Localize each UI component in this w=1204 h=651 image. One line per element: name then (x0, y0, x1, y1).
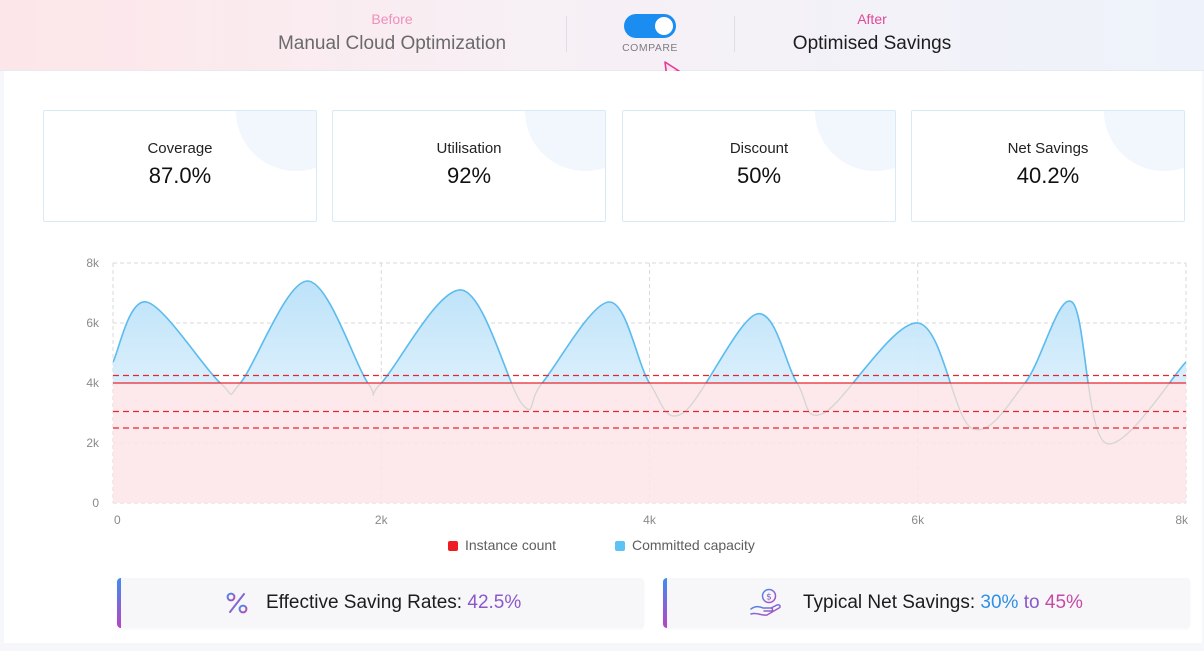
stat-value: 50% (736, 163, 782, 188)
after-mode-name: Optimised Savings (792, 33, 952, 54)
x-tick-label: 4k (643, 513, 657, 527)
stat-card-net-savings: Net Savings 40.2% (911, 110, 1185, 222)
effective-saving-rate-text: Effective Saving Rates: 42.5% (266, 578, 521, 628)
compare-toggle[interactable] (624, 14, 676, 38)
x-tick-label: 6k (911, 513, 925, 527)
card-accent-bar (663, 578, 667, 628)
typical-net-savings-card: $ Typical Net Savings: 30% to 45% (663, 578, 1190, 628)
y-tick-label: 0 (92, 496, 99, 510)
chart-areas (113, 281, 1186, 503)
typical-net-savings-text: Typical Net Savings: 30% to 45% (803, 578, 1083, 628)
committed-capacity-area (113, 281, 1186, 383)
chart-axis-labels: 8k 6k 4k 2k 0 0 2k 4k 6k 8k (86, 256, 1189, 527)
stat-label: Net Savings (1007, 140, 1089, 157)
x-tick-label: 2k (375, 513, 389, 527)
typical-net-savings-to: to (1023, 592, 1040, 613)
header-divider-right (734, 16, 735, 52)
legend-label: Instance count (465, 537, 557, 553)
header-divider-left (566, 16, 567, 52)
legend-item-committed-capacity[interactable]: Committed capacity (615, 537, 755, 553)
stat-value: 40.2% (1016, 163, 1080, 188)
compare-header: Before Manual Cloud Optimization COMPARE… (0, 0, 1204, 79)
effective-saving-value: 42.5% (467, 592, 522, 613)
y-tick-label: 6k (86, 316, 100, 330)
y-tick-label: 4k (86, 376, 100, 390)
stat-card-discount: Discount 50% (622, 110, 896, 222)
legend-swatch (448, 541, 458, 551)
legend-label: Committed capacity (632, 537, 755, 553)
effective-saving-label: Effective Saving Rates: (266, 592, 463, 613)
before-mode[interactable]: Before Manual Cloud Optimization (262, 10, 522, 58)
legend-swatch (615, 541, 625, 551)
after-tag: After (857, 11, 887, 27)
y-tick-label: 8k (86, 256, 100, 270)
percent-icon (226, 592, 248, 614)
legend-item-instance-count[interactable]: Instance count (448, 537, 556, 553)
effective-saving-rate-card: Effective Saving Rates: 42.5% (117, 578, 644, 628)
stat-label: Discount (729, 140, 789, 157)
committed-capacity-line (113, 280, 1186, 383)
stat-label: Utilisation (436, 140, 502, 157)
x-tick-label: 0 (114, 513, 121, 527)
svg-text:$: $ (766, 593, 772, 603)
hand-coin-icon: $ (750, 588, 781, 616)
stat-label: Coverage (147, 140, 213, 157)
stat-value: 92% (446, 163, 492, 188)
stat-value: 87.0% (148, 163, 212, 188)
instance-area (113, 383, 1186, 503)
compare-toggle-label: COMPARE (622, 42, 678, 54)
before-tag: Before (371, 11, 413, 27)
typical-net-savings-low: 30% (980, 592, 1019, 613)
x-tick-label: 8k (1175, 513, 1189, 527)
stat-card-utilisation: Utilisation 92% (332, 110, 606, 222)
toggle-knob (655, 17, 673, 35)
stat-card-coverage: Coverage 87.0% (43, 110, 317, 222)
y-tick-label: 2k (86, 436, 100, 450)
before-mode-name: Manual Cloud Optimization (277, 33, 507, 54)
typical-net-savings-label: Typical Net Savings: (803, 592, 976, 613)
card-accent-bar (117, 578, 121, 628)
capacity-chart: 8k 6k 4k 2k 0 0 2k 4k 6k 8k (86, 256, 1189, 527)
typical-net-savings-high: 45% (1044, 592, 1083, 613)
chart-lines (112, 280, 1187, 445)
after-mode[interactable]: After Optimised Savings (752, 10, 992, 58)
